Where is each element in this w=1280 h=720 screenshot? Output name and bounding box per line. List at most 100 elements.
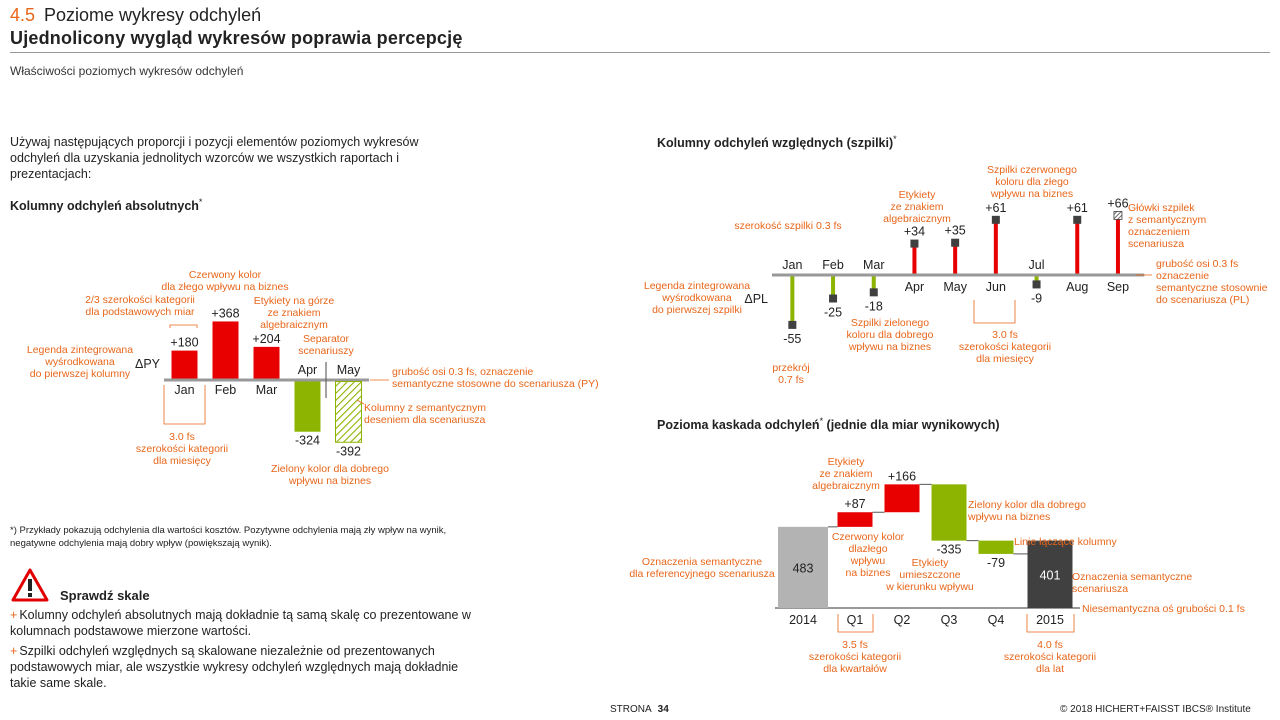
pin-head: [788, 320, 797, 329]
pin-stem: [790, 276, 795, 325]
waterfall-chart-heading: Pozioma kaskada odchyleń* (jednie dla mi…: [657, 416, 1000, 432]
category-label: Mar: [863, 258, 885, 272]
value-label: +61: [985, 201, 1006, 215]
annotation-text: 3.0 fs szerokości kategorii dla miesięcy: [136, 431, 228, 467]
annotation-line: [169, 324, 198, 328]
variance-bar: [253, 346, 280, 379]
warning-item: + Szpilki odchyleń względnych są skalowan…: [10, 643, 480, 691]
pin-stem: [993, 219, 998, 274]
category-label: Feb: [215, 383, 237, 397]
abs-chart-title: Kolumny odchyleń absolutnych: [10, 199, 199, 214]
waterfall-chart-title-sup: *: [819, 416, 824, 426]
category-label: Q4: [988, 613, 1005, 627]
pin-chart: ΔPL -55 Jan -25 Feb -18 Mar +34 Apr +35 May +61 Jun -…: [644, 164, 1268, 386]
annotation-text: Separator scenariuszy: [298, 333, 354, 357]
annotation-text: 3.5 fs szerokości kategorii dla kwartałów: [809, 639, 901, 675]
category-label: Apr: [905, 280, 924, 294]
annotation-text: Legenda zintegrowana wyśrodkowana do pierw…: [27, 344, 133, 380]
annotation-text: Oznaczenia semantyczne scenariusza: [1072, 571, 1192, 595]
waterfall-chart-title: Pozioma kaskada odchyleń: [657, 418, 820, 433]
annotation-line: [1026, 614, 1075, 633]
category-label: Mar: [256, 383, 278, 397]
pin-head: [1032, 280, 1041, 289]
pin-head: [910, 239, 919, 248]
category-label: Aug: [1066, 280, 1088, 294]
category-label: May: [943, 280, 967, 294]
annotation-text: Zielony kolor dla dobrego wpływu na bizne…: [967, 499, 1086, 523]
category-label: Sep: [1107, 280, 1129, 294]
page-label: STRONA: [610, 704, 652, 715]
pin-head: [1073, 215, 1082, 224]
warning-title: Sprawdź skale: [60, 588, 150, 603]
footnote: *) Przykłady pokazują odchylenia dla war…: [10, 525, 447, 549]
variance-bar: [171, 350, 198, 379]
variance-bar: [884, 484, 920, 513]
page-subtitle: Ujednolicony wygląd wykresów poprawia pe…: [10, 28, 463, 48]
annotation-text: przekrój 0.7 fs: [772, 362, 809, 386]
annotation-text: Linie łączące kolumny: [1014, 536, 1117, 548]
annotation-line: [163, 385, 206, 425]
axis-legend: ΔPY: [135, 357, 161, 371]
value-label: +34: [904, 225, 925, 239]
value-label: -9: [1031, 291, 1042, 305]
pin-head: [829, 294, 838, 303]
axis-line: [775, 607, 1080, 609]
abs-chart-title-sup: *: [198, 197, 203, 207]
pin-chart-heading: Kolumny odchyleń względnych (szpilki)*: [657, 134, 897, 150]
category-label: Q2: [894, 613, 911, 627]
intro-text: Używaj następujących proporcji i pozycji…: [10, 135, 419, 181]
pin-chart-title: Kolumny odchyleń względnych (szpilki): [657, 136, 894, 151]
annotation-text: Zielony kolor dla dobrego wpływu na bizne…: [271, 463, 389, 487]
value-label: +61: [1067, 201, 1088, 215]
plus-icon: +: [10, 644, 18, 658]
value-label: +166: [888, 469, 916, 483]
waterfall-chart-title-suffix: (jednie dla miar wynikowych): [823, 418, 1000, 433]
annotation-text: Oznaczenia semantyczne dla referencyjnego…: [629, 556, 774, 580]
annotation-text: Legenda zintegrowana wyśrodkowana do pierw…: [644, 280, 750, 316]
pin-stem: [1075, 219, 1080, 274]
value-label: -324: [295, 434, 320, 448]
warning-item-text: Szpilki odchyleń względnych są skalowane…: [10, 644, 459, 690]
annotation-text: Etykiety ze znakiem algebraicznym: [883, 189, 951, 225]
category-label: Jun: [986, 280, 1006, 294]
pin-chart-title-sup: *: [893, 134, 897, 144]
total-bar: [1027, 540, 1073, 608]
variance-bar: [294, 381, 321, 432]
abs-chart: ΔPY +180 Jan +368 Feb +204 Mar -324 Apr -392 May Cz…: [27, 269, 599, 487]
section-number: 4.5: [10, 5, 36, 25]
annotation-line: [837, 614, 874, 633]
variance-bar: [837, 512, 873, 527]
annotation-text: 2/3 szerokości kategorii dla podstawowych…: [85, 294, 195, 318]
annotation-text: 3.0 fs szerokości kategorii dla miesięcy: [959, 329, 1051, 365]
annotation-text: Czerwony kolor dlazłego wpływu na biznes: [832, 531, 905, 579]
annotation-text: Kolumny z semantycznym deseniem dla scena…: [364, 402, 486, 426]
variance-bar: [335, 381, 362, 443]
value-label: 401: [1040, 568, 1061, 582]
warning-triangle-icon: [11, 568, 49, 602]
axis-line: [164, 378, 369, 382]
value-label: -79: [987, 556, 1005, 570]
variance-bar: [212, 321, 239, 379]
abs-chart-heading: Kolumny odchyleń absolutnych*: [10, 197, 202, 213]
value-label: +368: [211, 306, 239, 320]
warning-item-text: Kolumny odchyleń absolutnych mają dokład…: [10, 608, 471, 638]
pin-stem: [953, 242, 958, 274]
annotation-line: [356, 399, 365, 405]
category-label: Jan: [782, 258, 802, 272]
page-number: STRONA 34: [610, 704, 669, 715]
variance-bar: [978, 540, 1014, 554]
warning-item: + Kolumny odchyleń absolutnych mają dokła…: [10, 607, 480, 639]
category-label: 2014: [789, 613, 817, 627]
annotation-text: Główki szpilek z semantycznym oznaczeniem s…: [1128, 202, 1206, 250]
pin-head: [991, 215, 1000, 224]
section-title: Właściwości poziomych wykresów odchyleń: [10, 64, 244, 78]
value-label: +180: [170, 336, 198, 350]
header-divider: [10, 52, 1270, 53]
category-label: Q3: [941, 613, 958, 627]
axis-legend: ΔPL: [744, 292, 768, 306]
waterfall-chart: 483 2014 +87 Q1 +166 Q2 -335 Q3 -79 Q4 401 2015 Etyk…: [629, 456, 1245, 675]
total-bar: [778, 526, 828, 608]
pin-head: [951, 238, 960, 247]
value-label: -25: [824, 306, 842, 320]
